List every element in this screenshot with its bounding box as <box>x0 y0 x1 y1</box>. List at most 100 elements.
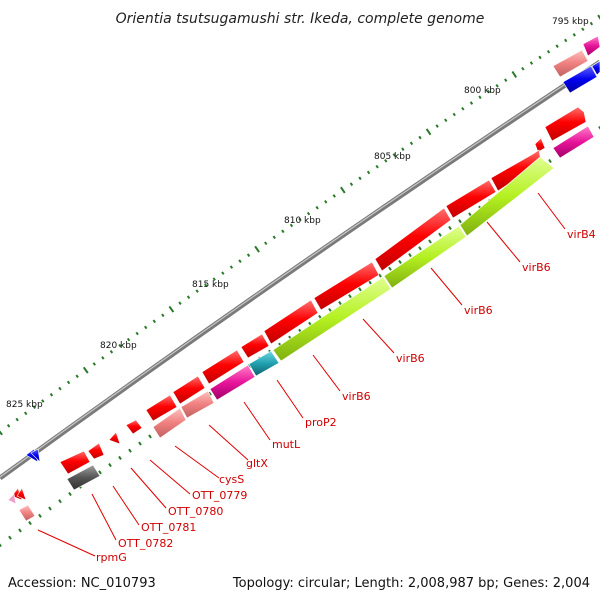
gene-feature[interactable] <box>180 390 215 419</box>
gene-feature[interactable] <box>383 225 467 289</box>
scale-tick <box>109 350 114 354</box>
gene-feature[interactable] <box>240 333 270 359</box>
gene-feature[interactable] <box>125 419 143 435</box>
gene-feature[interactable] <box>534 137 546 153</box>
gene-feature[interactable] <box>145 394 178 422</box>
gene-labels: virB4 virB6 virB6 virB6 virB6 proP2 mutL… <box>96 228 596 564</box>
scale-tick <box>148 434 152 439</box>
scale-tick <box>486 89 491 94</box>
gene-feature[interactable] <box>459 156 555 237</box>
scale-tick <box>18 528 22 533</box>
scale-tick <box>468 212 472 217</box>
gene-feature[interactable] <box>59 450 91 475</box>
gene-label-OTT_0782[interactable]: OTT_0782 <box>118 537 173 550</box>
scale-tick <box>144 325 148 330</box>
scale-tick <box>168 305 175 313</box>
scale-tick <box>75 374 79 379</box>
gene-label-OTT_0781[interactable]: OTT_0781 <box>141 521 196 534</box>
scale-tick <box>398 259 402 264</box>
scale-tick <box>108 463 112 468</box>
scale-tick <box>126 337 131 342</box>
scale-tick <box>82 366 89 374</box>
gene-feature[interactable] <box>445 179 497 219</box>
gene-label-rpmG[interactable]: rpmG <box>96 551 127 564</box>
scale-tick <box>409 141 414 146</box>
gene-feature[interactable] <box>18 504 36 522</box>
gene-track-outer <box>11 35 600 501</box>
gene-feature[interactable] <box>7 493 17 505</box>
scale-tick <box>23 411 28 416</box>
gene-feature[interactable] <box>201 349 245 385</box>
gene-feature[interactable] <box>30 448 41 463</box>
scale-tick <box>58 499 62 504</box>
gene-label-gltX[interactable]: gltX <box>246 457 268 470</box>
scale-tick <box>212 277 216 281</box>
scale-tick <box>229 265 234 269</box>
gene-label-virB6-1[interactable]: virB6 <box>522 261 551 274</box>
gene-label-virB6-3[interactable]: virB6 <box>396 352 425 365</box>
scale-label-800: 800 kbp <box>464 86 501 96</box>
gene-feature[interactable] <box>108 431 121 445</box>
scale-tick <box>511 70 518 78</box>
scale-tick <box>384 159 388 163</box>
gene-feature[interactable] <box>209 364 256 401</box>
scale-label-795: 795 kbp <box>552 17 589 27</box>
scale-tick <box>401 147 405 151</box>
scale-tick <box>128 448 132 453</box>
scale-tick <box>138 441 142 446</box>
scale-tick <box>324 200 328 204</box>
scale-tick <box>32 405 37 409</box>
scale-tick <box>438 232 442 237</box>
gene-label-virB6-2[interactable]: virB6 <box>464 304 493 317</box>
scale-labels: 795 kbp 800 kbp 805 kbp 810 kbp 815 kbp … <box>6 17 589 410</box>
gene-feature[interactable] <box>313 261 380 311</box>
scale-tick <box>349 182 354 186</box>
gene-feature[interactable] <box>172 375 206 405</box>
scale-tick <box>58 386 62 391</box>
gene-feature[interactable] <box>152 407 187 439</box>
scale-label-815: 815 kbp <box>192 280 229 290</box>
scale-tick <box>504 78 508 82</box>
gene-feature[interactable] <box>87 442 105 460</box>
scale-tick <box>118 455 122 460</box>
scale-tick <box>546 49 551 54</box>
scale-tick <box>555 44 559 48</box>
scale-tick <box>572 33 576 37</box>
scale-tick <box>388 266 392 271</box>
scale-label-820: 820 kbp <box>100 341 137 351</box>
scale-tick <box>41 399 45 403</box>
gene-feature[interactable] <box>582 35 600 57</box>
scale-tick <box>444 118 448 123</box>
scale-label-825: 825 kbp <box>6 400 43 410</box>
gene-feature[interactable] <box>562 65 598 94</box>
scale-tick <box>495 84 499 88</box>
gene-label-cysS[interactable]: cysS <box>219 473 244 486</box>
gene-feature[interactable] <box>272 276 392 362</box>
callout-lines <box>37 192 566 557</box>
gene-feature[interactable] <box>552 125 595 159</box>
gene-feature[interactable] <box>552 49 589 78</box>
map-title: Orientia tsutsugamushi str. Ikeda, compl… <box>116 11 485 27</box>
scale-tick <box>238 259 242 263</box>
scale-tick <box>328 307 332 313</box>
scale-tick <box>178 301 182 305</box>
gene-label-mutL[interactable]: mutL <box>272 438 301 451</box>
scale-tick <box>204 283 208 287</box>
gene-feature[interactable] <box>374 207 452 272</box>
gene-feature[interactable] <box>490 149 542 192</box>
gene-feature[interactable] <box>16 487 27 501</box>
gene-feature[interactable] <box>544 106 587 142</box>
scale-tick <box>318 314 322 319</box>
scale-tick <box>15 417 19 422</box>
gene-label-virB4[interactable]: virB4 <box>567 228 596 241</box>
gene-label-OTT_0780[interactable]: OTT_0780 <box>168 505 223 518</box>
gene-feature[interactable] <box>66 464 101 491</box>
gene-feature[interactable] <box>248 350 280 377</box>
gene-label-OTT_0779[interactable]: OTT_0779 <box>192 489 247 502</box>
gene-feature[interactable] <box>263 299 319 345</box>
scale-tick <box>6 424 11 428</box>
gene-feature[interactable] <box>591 60 600 76</box>
gene-label-virB6-4[interactable]: virB6 <box>342 390 371 403</box>
scale-tick <box>469 101 474 105</box>
gene-label-proP2[interactable]: proP2 <box>305 416 337 429</box>
